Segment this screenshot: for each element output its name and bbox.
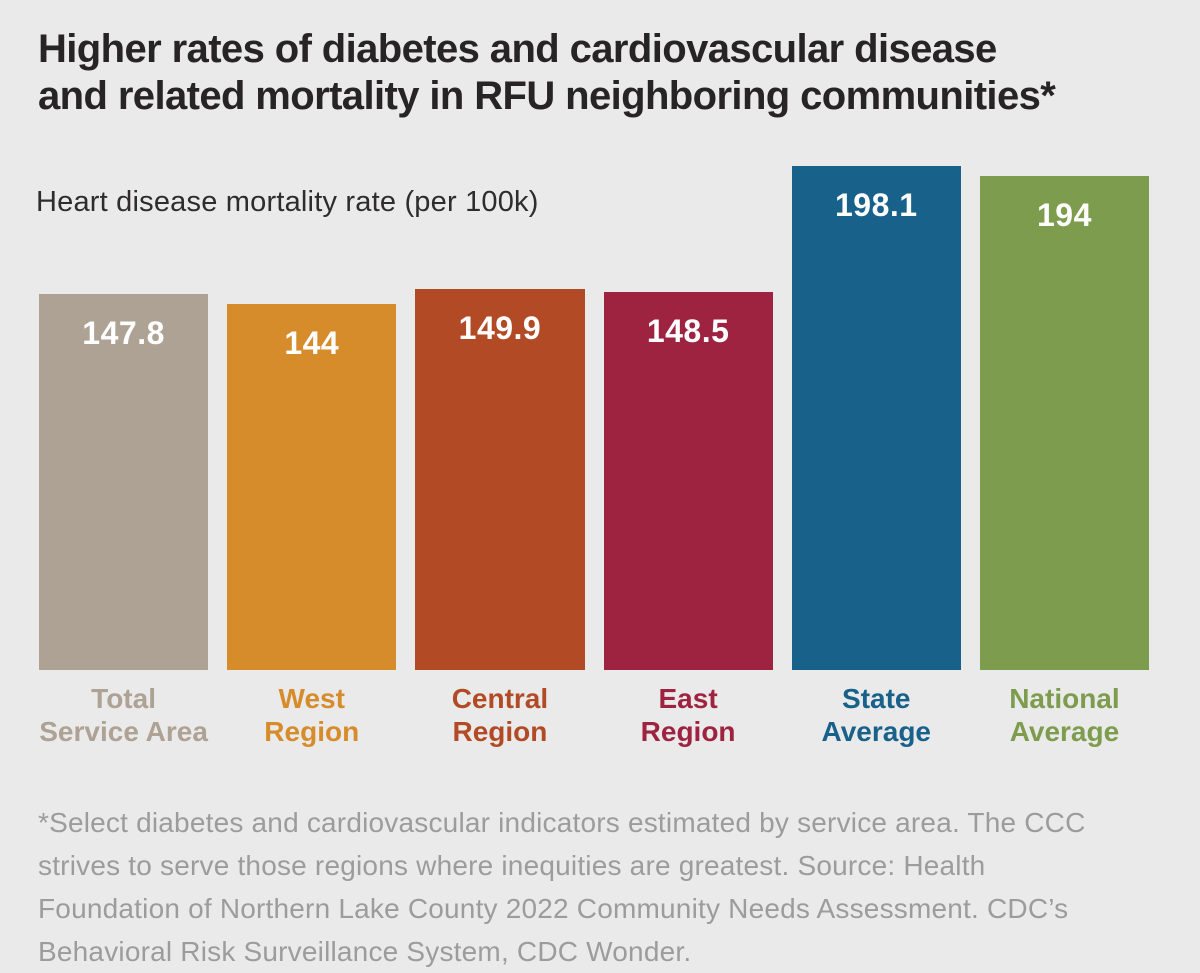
category-label-line: National bbox=[1009, 683, 1120, 714]
category-label-national-average: National Average bbox=[1009, 682, 1119, 748]
footnote-source-text: *Select diabetes and cardiovascular indi… bbox=[38, 807, 1086, 967]
category-label-line: Region bbox=[264, 716, 360, 747]
category-label-line: Average bbox=[821, 716, 932, 747]
chart-title-line2: and related mortality in RFU neighboring… bbox=[38, 74, 1056, 118]
bar-value-label-central-region: 149.9 bbox=[458, 310, 542, 346]
category-label-state-average: State Average bbox=[822, 682, 931, 748]
bar-chart-plot-area: 147.8 Total Service Area 144 West Region 149.9… bbox=[39, 166, 1150, 747]
bar-state-average: 198.1 State Average bbox=[791, 166, 961, 747]
category-label-line: Total bbox=[91, 683, 156, 714]
category-label-line: State bbox=[842, 683, 911, 714]
bar-national-average: 194 National Average bbox=[979, 176, 1150, 747]
category-label-central-region: Central Region bbox=[452, 682, 548, 748]
bar-central-region: 149.9 Central Region bbox=[415, 289, 585, 747]
bar-value-label-state-average: 198.1 bbox=[834, 187, 918, 223]
category-label-line: Region bbox=[640, 716, 736, 747]
chart-title-line1: Higher rates of diabetes and cardiovascu… bbox=[38, 27, 997, 71]
bar-total-service-area: 147.8 Total Service Area bbox=[39, 294, 209, 747]
category-label-line: West bbox=[278, 683, 345, 714]
bar-value-label-east-region: 148.5 bbox=[646, 313, 730, 349]
chart-title: Higher rates of diabetes and cardiovascu… bbox=[38, 26, 1056, 120]
category-label-line: Region bbox=[452, 716, 548, 747]
bar-value-label-national-average: 194 bbox=[1037, 197, 1092, 233]
bar-west-region: 144 West Region bbox=[227, 304, 397, 747]
category-label-west-region: West Region bbox=[264, 682, 359, 748]
category-label-total-service-area: Total Service Area bbox=[39, 682, 208, 748]
category-label-line: Average bbox=[1009, 716, 1120, 747]
bar-east-region: 148.5 East Region bbox=[603, 292, 773, 747]
category-label-east-region: East Region bbox=[641, 682, 736, 748]
category-label-line: East bbox=[658, 683, 718, 714]
category-label-line: Service Area bbox=[39, 716, 208, 747]
category-label-line: Central bbox=[451, 683, 549, 714]
bar-value-label-west-region: 144 bbox=[284, 325, 340, 361]
bar-value-label-total-service-area: 147.8 bbox=[82, 315, 165, 351]
y-axis-label: Heart disease mortality rate (per 100k) bbox=[36, 186, 539, 218]
